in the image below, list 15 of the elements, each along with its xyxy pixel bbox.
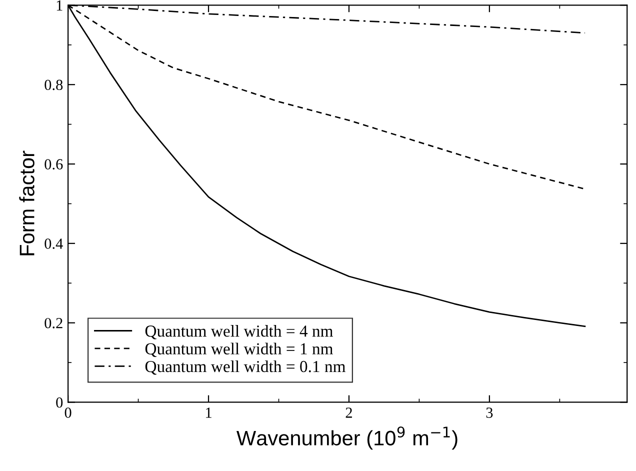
y-tick-label: 0.2 — [44, 318, 62, 328]
legend-label: Quantum well width = 4 nm — [145, 325, 334, 340]
y-tick-label: 1 — [56, 0, 62, 10]
x-axis-title: Wavenumber (10$^{9}$ m$^{−1}$) — [236, 426, 458, 450]
y-tick-label: 0.6 — [44, 159, 63, 170]
x-tick-label: 0 — [64, 408, 72, 418]
legend-label: Quantum well width = 0.1 nm — [145, 360, 346, 375]
x-tick-label: 2 — [346, 408, 352, 418]
legend-label: Quantum well width = 1 nm — [145, 342, 334, 358]
x-tick-label: 3 — [486, 408, 493, 418]
y-tick-label: 0 — [56, 397, 63, 408]
y-tick-label: 0.4 — [44, 238, 63, 249]
y-tick-label: 0.8 — [44, 80, 63, 90]
x-tick-label: 1 — [206, 408, 212, 418]
y-axis-title: Form factor — [19, 150, 34, 256]
